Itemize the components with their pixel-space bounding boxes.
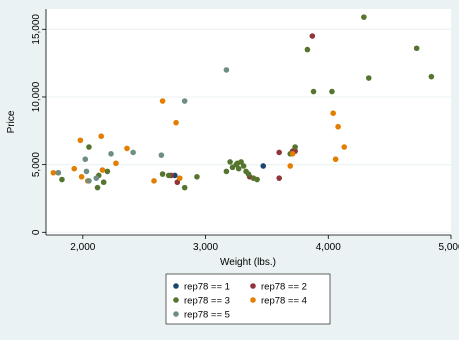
x-tick-label: 5,000 xyxy=(438,242,459,253)
legend: rep78 == 1 rep78 == 2 rep78 == 3 rep78 == 4… xyxy=(165,273,331,325)
y-tick-label: 10,000 xyxy=(31,81,42,112)
legend-marker xyxy=(250,283,256,289)
data-point xyxy=(287,163,294,169)
data-point xyxy=(428,73,435,80)
data-point xyxy=(86,144,92,150)
data-point xyxy=(365,75,372,81)
data-point xyxy=(159,171,166,177)
data-point xyxy=(124,145,130,152)
legend-marker xyxy=(173,297,179,303)
data-point xyxy=(78,174,85,180)
data-point xyxy=(158,152,165,158)
data-point xyxy=(194,174,200,180)
data-point xyxy=(77,137,84,144)
data-point xyxy=(223,168,230,175)
y-tick-label: 15,000 xyxy=(31,14,42,45)
data-point xyxy=(174,179,181,186)
data-point xyxy=(181,184,188,191)
data-point xyxy=(151,178,157,184)
y-tick-label: 0 xyxy=(31,229,42,235)
legend-label: rep78 == 2 xyxy=(261,282,307,293)
data-point xyxy=(130,149,136,156)
data-point xyxy=(176,175,183,181)
data-point xyxy=(335,123,341,130)
data-point xyxy=(233,161,240,168)
data-point xyxy=(254,176,260,183)
data-point xyxy=(94,184,101,191)
x-tick-label: 4,000 xyxy=(316,242,341,253)
data-point xyxy=(55,169,62,176)
y-axis-title: Price xyxy=(6,110,17,133)
data-point xyxy=(93,175,100,181)
data-point xyxy=(223,67,230,73)
data-point xyxy=(329,88,335,95)
data-point xyxy=(276,175,282,181)
data-point xyxy=(83,168,90,175)
data-point xyxy=(108,151,114,157)
data-point xyxy=(413,45,420,52)
data-point xyxy=(159,98,166,104)
data-point xyxy=(289,151,296,157)
data-point xyxy=(99,167,106,173)
data-point xyxy=(86,178,92,184)
plot-area xyxy=(46,9,451,235)
legend-marker xyxy=(173,283,179,289)
data-point xyxy=(292,144,298,150)
data-point xyxy=(113,160,119,167)
x-tick-label: 3,000 xyxy=(193,242,218,253)
legend-label: rep78 == 4 xyxy=(261,296,307,307)
x-tick-label: 2,000 xyxy=(70,242,95,253)
data-point xyxy=(304,46,311,53)
data-point xyxy=(50,169,57,176)
gridlines xyxy=(46,28,451,233)
data-point xyxy=(245,171,252,177)
y-tick-label: 5,000 xyxy=(31,152,42,177)
data-point xyxy=(260,163,267,169)
data-point xyxy=(165,172,172,179)
data-point xyxy=(330,110,336,117)
data-point xyxy=(235,165,242,172)
data-point xyxy=(104,168,111,175)
data-point xyxy=(227,159,233,165)
data-point xyxy=(276,149,282,156)
axis-ticks: 0 5,000 10,000 15,000 2,000 3,000 4,000 5,000 xyxy=(31,14,459,253)
data-points xyxy=(50,14,435,191)
x-axis-title: Weight (lbs.) xyxy=(220,257,276,268)
data-point xyxy=(71,165,78,172)
data-point xyxy=(59,176,65,183)
data-point xyxy=(100,179,107,186)
data-point xyxy=(332,156,339,163)
data-point xyxy=(309,33,316,39)
data-point xyxy=(240,163,247,169)
data-point xyxy=(341,144,348,150)
legend-label: rep78 == 3 xyxy=(184,296,230,307)
data-point xyxy=(173,119,179,126)
data-point xyxy=(361,14,367,20)
legend-marker xyxy=(173,311,179,317)
legend-frame xyxy=(165,273,331,325)
legend-marker xyxy=(250,297,256,303)
data-point xyxy=(82,156,89,163)
data-point xyxy=(98,133,105,140)
legend-label: rep78 == 5 xyxy=(184,310,230,321)
legend-label: rep78 == 1 xyxy=(184,282,230,293)
data-point xyxy=(181,98,188,104)
data-point xyxy=(310,88,317,95)
data-point xyxy=(238,159,244,165)
